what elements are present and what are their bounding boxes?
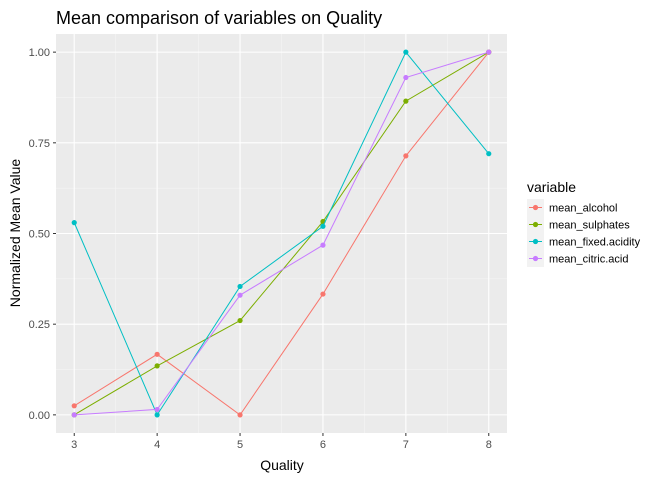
data-point — [237, 317, 243, 324]
y-axis-title: Normalized Mean Value — [7, 159, 23, 308]
data-point — [403, 49, 409, 55]
series-line — [73, 51, 490, 416]
x-tick-label: 8 — [486, 439, 492, 451]
data-point — [237, 283, 243, 290]
data-point — [403, 98, 409, 104]
legend-label: mean_sulphates — [549, 220, 630, 232]
series-layer — [71, 49, 492, 418]
series-line — [74, 51, 489, 416]
data-point — [154, 363, 160, 369]
data-point — [320, 223, 326, 229]
data-point — [320, 291, 326, 297]
series-line — [73, 51, 490, 416]
legend: variable mean_alcohol mean_sulphates mean_… — [527, 179, 641, 267]
x-axis: 3 4 5 6 7 8 — [71, 433, 492, 451]
data-point — [237, 412, 243, 418]
x-tick-label: 5 — [237, 439, 243, 451]
y-tick-label: 0.50 — [29, 229, 50, 241]
x-axis-title: Quality — [260, 457, 304, 473]
data-point — [71, 403, 77, 409]
data-point — [71, 412, 77, 418]
data-point — [154, 412, 160, 418]
series-mean_fixed.acidity — [71, 49, 492, 418]
y-tick-label: 0.75 — [29, 138, 50, 150]
x-tick-label: 4 — [154, 439, 160, 451]
x-tick-label: 6 — [320, 439, 326, 451]
legend-label: mean_fixed.acidity — [549, 237, 641, 249]
series-line — [73, 51, 490, 416]
major-gridlines — [56, 34, 507, 433]
legend-item: mean_alcohol — [527, 199, 618, 216]
data-point — [154, 406, 160, 413]
data-point — [486, 151, 492, 157]
y-axis: 0.00 0.25 0.50 0.75 1.00 — [29, 47, 56, 422]
legend-key-point — [532, 238, 539, 245]
legend-item: mean_sulphates — [527, 216, 630, 233]
data-point — [154, 351, 160, 357]
data-point — [403, 74, 409, 81]
x-tick-label: 7 — [403, 439, 409, 451]
legend-label: mean_alcohol — [549, 203, 618, 215]
data-point — [237, 292, 243, 298]
y-tick-label: 0.00 — [29, 410, 50, 422]
legend-key-point — [532, 221, 539, 228]
data-point — [320, 242, 326, 248]
legend-item: mean_fixed.acidity — [527, 233, 641, 250]
data-point — [403, 153, 409, 159]
chart-title: Mean comparison of variables on Quality — [56, 8, 382, 28]
legend-key-point — [532, 204, 539, 211]
legend-item: mean_citric.acid — [527, 250, 628, 267]
legend-key-point — [532, 255, 539, 262]
y-tick-label: 0.25 — [29, 319, 50, 331]
x-tick-label: 3 — [71, 439, 77, 451]
series-mean_citric.acid — [71, 49, 492, 418]
y-tick-label: 1.00 — [29, 47, 50, 59]
data-point — [486, 49, 492, 55]
data-point — [71, 220, 77, 226]
legend-title: variable — [527, 179, 576, 195]
legend-label: mean_citric.acid — [549, 254, 628, 266]
